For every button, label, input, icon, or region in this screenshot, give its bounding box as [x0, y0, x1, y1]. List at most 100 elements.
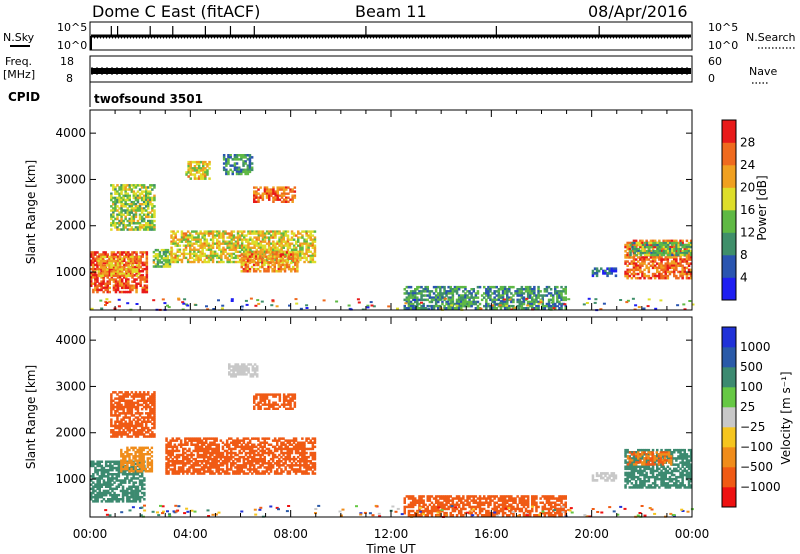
range-cell — [263, 441, 266, 444]
range-cell — [639, 270, 642, 274]
range-cell — [608, 269, 611, 273]
range-cell — [451, 300, 455, 304]
range-cell — [221, 460, 225, 463]
range-cell — [407, 300, 411, 304]
range-cell — [114, 260, 118, 263]
range-cell — [263, 190, 267, 193]
range-cell — [104, 261, 107, 265]
range-cell — [199, 256, 202, 260]
range-cell — [192, 453, 195, 457]
range-cell — [257, 472, 260, 475]
range-cell — [107, 470, 110, 474]
range-cell — [177, 453, 181, 457]
range-cell — [92, 464, 95, 468]
range-cell — [90, 475, 93, 478]
range-cell — [117, 485, 121, 488]
range-cell — [517, 307, 521, 310]
range-cell — [430, 298, 434, 302]
range-cell — [232, 472, 235, 475]
range-cell — [443, 297, 447, 300]
range-cell — [140, 485, 144, 488]
range-cell — [240, 445, 243, 449]
range-cell — [132, 477, 135, 480]
range-cell — [188, 460, 191, 463]
range-cell — [472, 298, 475, 302]
range-cell — [668, 239, 672, 243]
range-cell — [225, 466, 229, 469]
range-cell — [123, 251, 126, 254]
range-cell — [123, 263, 126, 267]
range-cell — [541, 304, 544, 308]
range-cell — [136, 459, 139, 462]
range-cell — [90, 276, 93, 279]
range-cell — [102, 286, 105, 290]
range-cell — [251, 250, 254, 253]
range-cell — [267, 437, 271, 440]
range-cell — [112, 286, 116, 290]
range-cell — [156, 265, 160, 268]
range-cell — [128, 224, 131, 227]
range-cell — [199, 232, 202, 235]
range-cell — [483, 292, 486, 295]
range-cell — [276, 196, 279, 199]
range-cell — [229, 168, 232, 172]
range-cell — [154, 248, 158, 252]
range-cell — [267, 460, 271, 463]
range-cell — [472, 300, 475, 304]
range-cell — [240, 261, 243, 265]
range-cell — [230, 464, 233, 467]
range-cell — [215, 439, 218, 442]
range-cell — [119, 481, 123, 484]
range-cell — [209, 451, 212, 455]
range-cell — [166, 257, 170, 260]
range-cell — [146, 446, 149, 450]
range-cell — [222, 248, 225, 251]
range-cell — [123, 276, 126, 279]
range-cell — [97, 272, 100, 275]
range-cell — [118, 257, 122, 260]
range-cell — [109, 498, 112, 501]
range-cell — [238, 154, 241, 157]
range-cell — [631, 241, 634, 245]
range-cell — [506, 298, 509, 302]
range-cell — [244, 443, 248, 446]
range-cell — [293, 194, 297, 197]
range-cell — [149, 219, 152, 223]
range-cell — [96, 257, 99, 260]
range-cell — [685, 272, 689, 276]
range-cell — [110, 267, 114, 271]
range-cell — [660, 243, 664, 247]
range-cell — [491, 300, 494, 304]
range-cell — [181, 301, 185, 304]
range-cell — [215, 447, 218, 451]
range-cell — [215, 445, 218, 449]
range-cell — [284, 451, 287, 455]
range-cell — [126, 453, 129, 456]
range-cell — [117, 473, 121, 476]
range-cell — [257, 462, 260, 465]
range-cell — [280, 192, 284, 195]
range-cell — [118, 260, 122, 263]
range-cell — [535, 300, 538, 304]
range-cell — [138, 196, 142, 200]
range-cell — [114, 290, 118, 294]
range-cell — [244, 251, 248, 254]
range-cell — [232, 455, 235, 459]
range-cell — [197, 234, 200, 237]
range-cell — [275, 257, 278, 260]
range-cell — [267, 267, 270, 271]
range-cell — [189, 173, 192, 176]
range-cell — [230, 453, 233, 457]
range-cell — [688, 300, 692, 302]
range-cell — [166, 261, 170, 264]
range-cell — [297, 244, 300, 247]
range-cell — [166, 259, 170, 262]
range-cell — [189, 246, 192, 249]
range-cell — [130, 211, 134, 214]
noise-strip: N.Sky 10^5 10^0 10^5 10^0 N.Search — [3, 21, 796, 52]
range-cell — [118, 266, 122, 269]
range-cell — [535, 294, 538, 297]
range-cell — [468, 304, 471, 308]
range-cell — [135, 303, 139, 305]
